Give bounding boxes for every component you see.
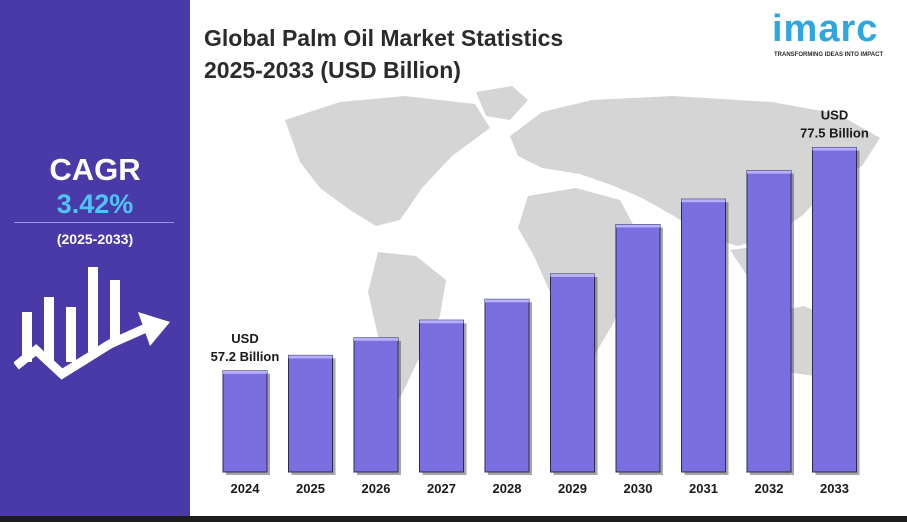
bar-2026 [353, 337, 401, 475]
cagr-panel: CAGR 3.42% (2025-2033) [0, 0, 190, 516]
data-label-2024-line1: USD [231, 331, 258, 346]
cagr-label: CAGR [49, 152, 141, 187]
x-tick-label-2033: 2033 [820, 481, 849, 496]
x-tick-label-2031: 2031 [689, 481, 718, 496]
bar-2027 [419, 319, 467, 475]
x-tick-label-2026: 2026 [362, 481, 391, 496]
cagr-divider [14, 222, 174, 223]
bar-2030 [615, 224, 663, 475]
map-greenland [476, 86, 528, 120]
bar-2033 [812, 147, 860, 475]
chart-title-line2: 2025-2033 (USD Billion) [204, 57, 461, 83]
cagr-period: (2025-2033) [56, 231, 134, 247]
map-north-america [285, 96, 490, 226]
bottom-border [0, 516, 907, 522]
x-tick-label-2029: 2029 [558, 481, 587, 496]
chart-title-line1: Global Palm Oil Market Statistics [204, 25, 564, 51]
imarc-logo: imarc TRANSFORMING IDEAS INTO IMPACT [770, 8, 900, 64]
x-tick-label-2032: 2032 [755, 481, 784, 496]
bar-2024 [222, 370, 270, 475]
x-axis-labels: 2024 2025 2026 2027 2028 2029 2030 2031 2032 2033 [231, 481, 849, 496]
logo-tagline: TRANSFORMING IDEAS INTO IMPACT [774, 52, 884, 58]
x-tick-label-2027: 2027 [427, 481, 456, 496]
bar-chart: 2024 2025 2026 2027 2028 2029 2030 2031 2032 2033… [211, 86, 880, 496]
data-label-2033-line2: 77.5 Billion [800, 126, 869, 141]
growth-chart-icon [14, 267, 170, 380]
x-tick-label-2030: 2030 [624, 481, 653, 496]
cagr-value: 3.42% [56, 189, 134, 219]
bars-layer [222, 147, 860, 475]
x-tick-label-2028: 2028 [493, 481, 522, 496]
x-tick-label-2025: 2025 [296, 481, 325, 496]
data-label-2024-line2: 57.2 Billion [211, 349, 280, 364]
bar-2028 [484, 298, 532, 475]
logo-wordmark: imarc [772, 8, 879, 50]
data-label-2033-line1: USD [821, 108, 848, 123]
bar-2032 [746, 170, 794, 475]
x-tick-label-2024: 2024 [231, 481, 261, 496]
annotations-layer: USD 57.2 Billion USD 77.5 Billion [211, 108, 869, 364]
chart-title: Global Palm Oil Market Statistics 2025-2… [204, 22, 664, 86]
bar-2029 [550, 273, 598, 475]
bar-2025 [288, 354, 336, 475]
bar-2031 [681, 198, 729, 475]
